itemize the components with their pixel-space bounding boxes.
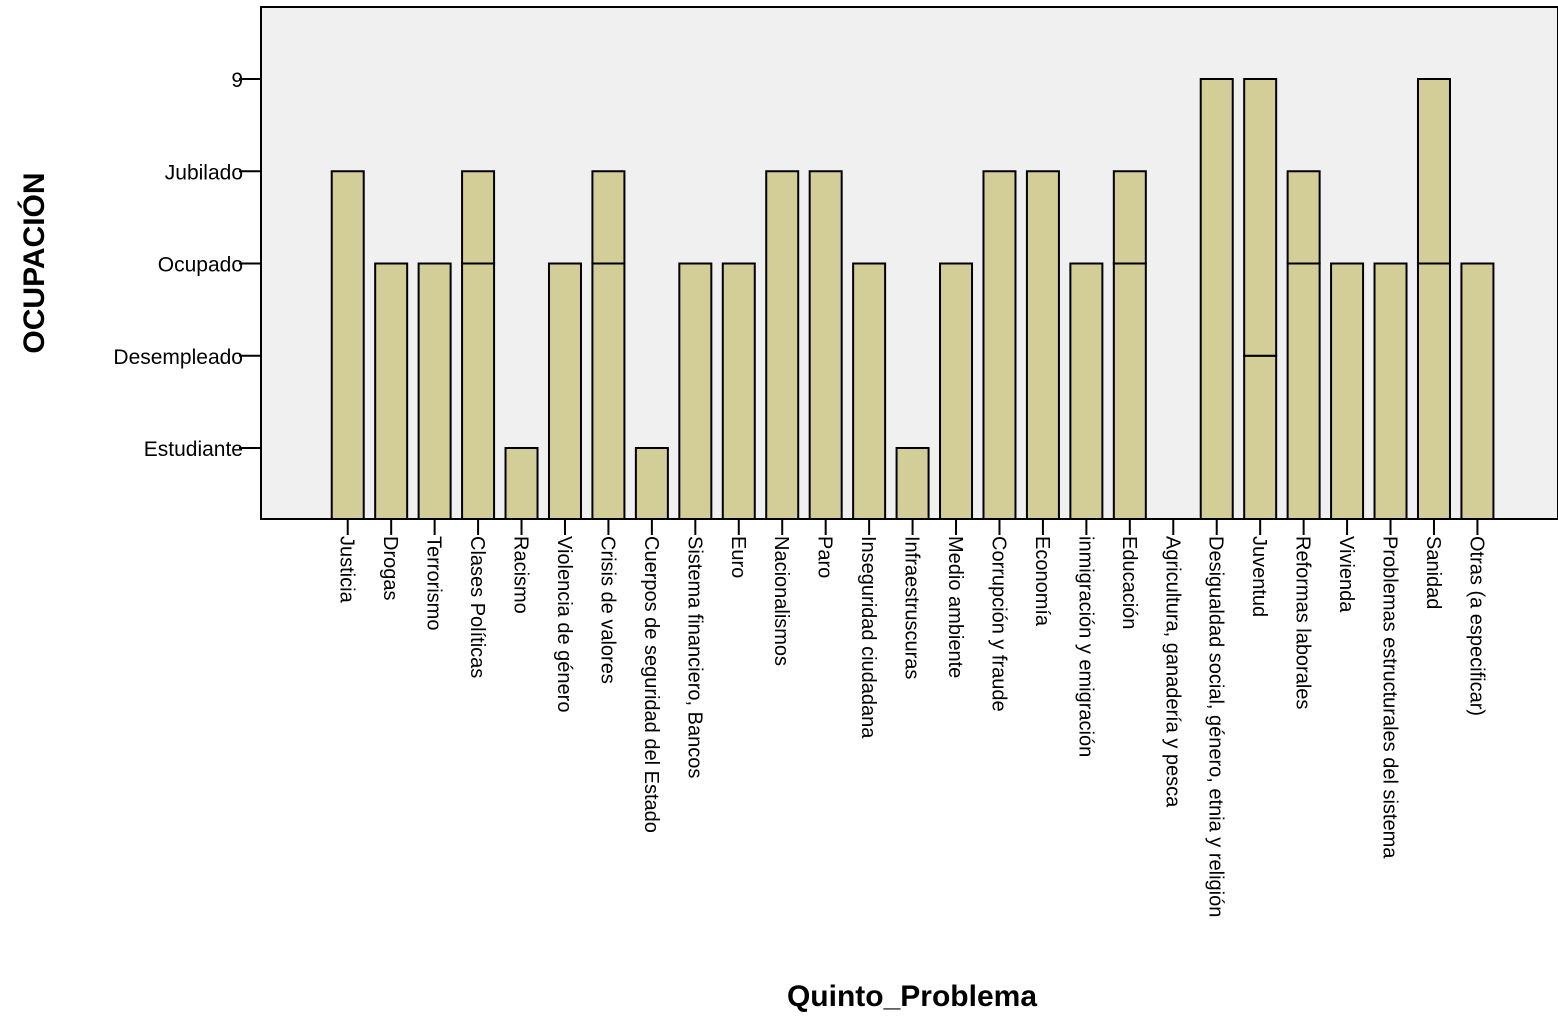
x-tick-label: Terrorismo <box>423 536 445 630</box>
bar <box>1199 78 1234 520</box>
bar <box>1025 170 1060 520</box>
bar <box>461 170 496 265</box>
x-tick-label: inmigración y emigración <box>1074 536 1096 757</box>
bar <box>852 262 887 520</box>
bar <box>721 262 756 520</box>
x-tick-label: Violencia de género <box>553 536 575 712</box>
bar <box>982 170 1017 520</box>
x-tick-label: Vivienda <box>1335 536 1357 613</box>
x-tick-label: Corrupción y fraude <box>987 536 1009 712</box>
y-tick-label: Estudiante <box>144 438 243 461</box>
x-tick-label: Otras (a especificar) <box>1465 536 1487 716</box>
x-tick-label: Reformas laborales <box>1292 536 1314 709</box>
x-tick-label: Economía <box>1031 536 1053 627</box>
x-tick-label: Crisis de valores <box>596 536 618 684</box>
bar <box>330 170 365 520</box>
bar <box>895 447 930 520</box>
y-axis-title: OCUPACIÓN <box>17 172 51 353</box>
x-tick-label: Drogas <box>379 536 401 600</box>
x-axis-title: Quinto_Problema <box>787 980 1037 1013</box>
y-tick-label: Ocupado <box>158 254 243 277</box>
bar <box>678 262 713 520</box>
bar <box>1286 170 1321 265</box>
y-tick-label: Desempleado <box>113 346 243 369</box>
y-axis: Estudiante Desempleado Ocupado Jubilado 9 <box>113 69 261 461</box>
bar <box>1330 262 1365 520</box>
bar <box>374 262 409 520</box>
x-tick-label: Medio ambiente <box>944 536 966 678</box>
bar <box>1243 354 1278 520</box>
bar <box>634 447 669 520</box>
bar <box>1286 262 1321 520</box>
bar <box>1416 262 1451 520</box>
x-tick-label: Problemas estructurales del sistema <box>1379 536 1401 859</box>
x-tick-label: Clases Políticas <box>466 536 488 678</box>
bar <box>939 262 974 520</box>
x-tick-label: Sanidad <box>1422 536 1444 609</box>
bar <box>808 170 843 520</box>
x-tick-label: Desigualdad social, género, etnia y reli… <box>1205 536 1227 917</box>
bar <box>591 170 626 265</box>
bar <box>1416 78 1451 265</box>
bar <box>547 262 582 520</box>
x-tick-label: Infraestruscuras <box>901 536 923 679</box>
bar <box>765 170 800 520</box>
x-tick-label: Justicia <box>336 536 358 604</box>
x-tick-label: Agricultura, ganadería y pesca <box>1161 536 1183 808</box>
x-tick-label: Sistema financiero, Bancos <box>683 536 705 778</box>
bar <box>1112 262 1147 520</box>
x-tick-label: Euro <box>727 536 749 578</box>
x-tick-label: Racismo <box>510 536 532 614</box>
x-tick-label: Juventud <box>1248 536 1270 617</box>
bar <box>1243 78 1278 357</box>
y-tick-label: 9 <box>231 69 243 92</box>
bar <box>461 262 496 520</box>
bar <box>1069 262 1104 520</box>
x-tick-label: Educación <box>1118 536 1140 629</box>
x-axis: Justicia Drogas Terrorismo Clases Políticas… <box>336 519 1487 917</box>
x-tick-label: Inseguridad ciudadana <box>857 536 879 739</box>
x-tick-label: Paro <box>814 536 836 578</box>
bar <box>417 262 452 520</box>
bar <box>1373 262 1408 520</box>
x-tick-label: Cuerpos de seguridad del Estado <box>640 536 662 833</box>
bar <box>504 447 539 520</box>
bar <box>1460 262 1495 520</box>
x-tick-label: Nacionalismos <box>770 536 792 666</box>
bar <box>1112 170 1147 265</box>
y-tick-label: Jubilado <box>165 161 243 184</box>
bars-group <box>330 78 1495 520</box>
bar <box>591 262 626 520</box>
